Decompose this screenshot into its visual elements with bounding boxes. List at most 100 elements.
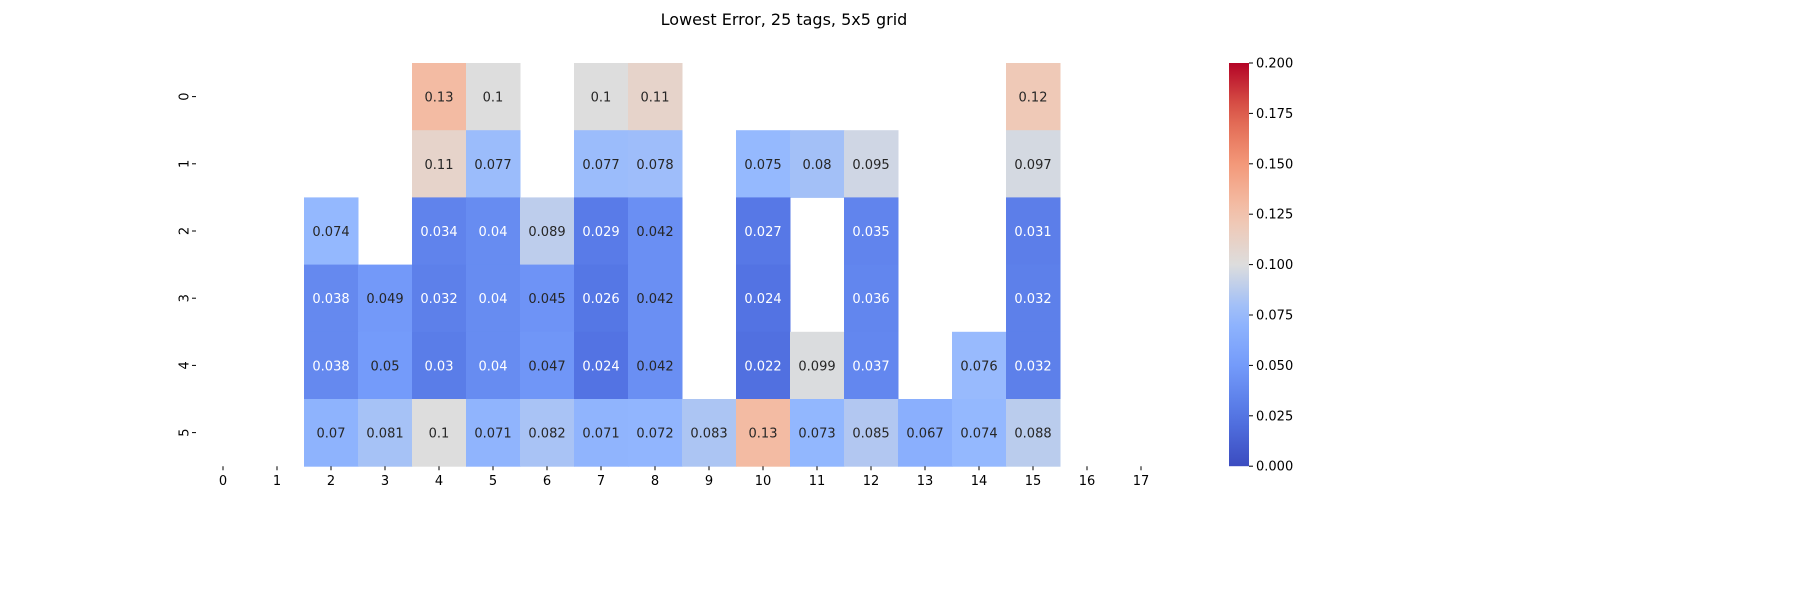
cell-label-0-5: 0.1 [483,91,504,106]
y-tick-label-5: 5 [178,428,193,436]
cell-label-1-15: 0.097 [1014,158,1051,173]
heatmap-cell-2-12 [844,197,899,266]
heatmap-cell-5-11 [790,399,845,467]
heatmap-cell-2-2 [304,197,359,266]
x-tick-label-11: 11 [809,474,826,489]
heatmap-cell-5-8 [628,399,683,467]
heatmap-cell-4-15 [1006,331,1061,400]
colorbar-tick-label-5: 0.125 [1256,208,1293,223]
cell-label-5-3: 0.081 [366,427,403,442]
cell-label-3-5: 0.04 [479,292,508,307]
heatmap-cell-1-8 [628,130,683,198]
heatmap-cell-2-8 [628,197,683,266]
cell-label-4-2: 0.038 [312,359,349,374]
heatmap-cell-2-10 [736,197,791,266]
cell-label-4-6: 0.047 [528,359,565,374]
heatmap-cell-4-10 [736,331,791,400]
heatmap-cell-5-15 [1006,399,1061,467]
cell-label-5-2: 0.07 [317,427,346,442]
cell-label-3-4: 0.032 [420,292,457,307]
cell-label-1-10: 0.075 [744,158,781,173]
cell-label-1-12: 0.095 [852,158,889,173]
cell-label-4-11: 0.099 [798,359,835,374]
heatmap-cell-4-8 [628,331,683,400]
heatmap-cell-1-15 [1006,130,1061,198]
heatmap-cell-1-7 [574,130,629,198]
cell-label-2-5: 0.04 [479,225,508,240]
cell-label-3-8: 0.042 [636,292,673,307]
cell-label-0-8: 0.11 [641,91,670,106]
x-tick-label-14: 14 [971,474,988,489]
heatmap-cell-5-9 [682,399,737,467]
heatmap-cell-5-4 [412,399,467,467]
y-tick-label-0: 0 [178,92,193,100]
cell-label-3-15: 0.032 [1014,292,1051,307]
cell-label-5-14: 0.074 [960,427,997,442]
heatmap-cell-0-8 [628,63,683,131]
cell-label-5-7: 0.071 [582,427,619,442]
x-tick-label-5: 5 [489,474,497,489]
cell-label-5-9: 0.083 [690,427,727,442]
cell-label-5-15: 0.088 [1014,427,1051,442]
x-tick-label-10: 10 [755,474,772,489]
cell-label-3-7: 0.026 [582,292,619,307]
colorbar-tick-label-1: 0.025 [1256,409,1293,424]
heatmap-cell-3-3 [358,264,413,333]
heatmap-cell-0-5 [466,63,521,131]
heatmap-cell-4-4 [412,331,467,400]
x-tick-label-13: 13 [917,474,934,489]
cell-label-5-4: 0.1 [429,427,450,442]
heatmap-cell-3-2 [304,264,359,333]
x-tick-label-4: 4 [435,474,443,489]
y-tick-label-2: 2 [178,227,193,235]
cell-label-5-6: 0.082 [528,427,565,442]
heatmap-cell-3-15 [1006,264,1061,333]
heatmap-cell-1-11 [790,130,845,198]
cell-label-2-10: 0.027 [744,225,781,240]
cell-label-3-2: 0.038 [312,292,349,307]
cell-label-0-7: 0.1 [591,91,612,106]
heatmap-cell-1-10 [736,130,791,198]
heatmap-cell-3-10 [736,264,791,333]
heatmap-cell-5-5 [466,399,521,467]
x-axis: 0 1 2 3 4 5 6 7 8 9 10 11 12 13 14 15 16 17 [219,466,1149,489]
cell-label-4-4: 0.03 [425,359,454,374]
heatmap-cell-3-6 [520,264,575,333]
heatmap-cell-4-5 [466,331,521,400]
colorbar-tick-label-7: 0.175 [1256,107,1293,122]
heatmap-cells: 0.13 0.1 0.1 0.11 0.12 0.11 0.077 0.077 0.078 0.0… [304,63,1061,467]
y-tick-label-3: 3 [178,294,193,302]
heatmap-cell-1-12 [844,130,899,198]
heatmap-cell-5-13 [898,399,953,467]
x-tick-label-1: 1 [273,474,281,489]
heatmap-cell-3-8 [628,264,683,333]
cell-label-5-13: 0.067 [906,427,943,442]
x-tick-label-12: 12 [863,474,880,489]
y-tick-label-4: 4 [178,361,193,369]
cell-label-4-12: 0.037 [852,359,889,374]
cell-label-5-12: 0.085 [852,427,889,442]
x-tick-label-7: 7 [597,474,605,489]
heatmap-cell-5-3 [358,399,413,467]
cell-label-5-10: 0.13 [749,427,778,442]
cell-label-0-4: 0.13 [425,91,454,106]
y-tick-label-1: 1 [178,160,193,168]
colorbar-tick-label-0: 0.000 [1256,460,1293,475]
cell-label-4-10: 0.022 [744,359,781,374]
colorbar-tick-label-6: 0.150 [1256,157,1293,172]
heatmap-cell-3-12 [844,264,899,333]
cell-label-1-11: 0.08 [803,158,832,173]
x-tick-label-6: 6 [543,474,551,489]
colorbar-tick-label-2: 0.050 [1256,359,1293,374]
cell-label-3-3: 0.049 [366,292,403,307]
heatmap-cell-3-5 [466,264,521,333]
colorbar-tick-label-4: 0.100 [1256,258,1293,273]
cell-label-2-15: 0.031 [1014,225,1051,240]
cell-label-2-2: 0.074 [312,225,349,240]
heatmap-cell-5-6 [520,399,575,467]
cell-label-5-11: 0.073 [798,427,835,442]
cell-label-3-12: 0.036 [852,292,889,307]
heatmap-cell-5-10 [736,399,791,467]
x-tick-label-15: 15 [1025,474,1042,489]
